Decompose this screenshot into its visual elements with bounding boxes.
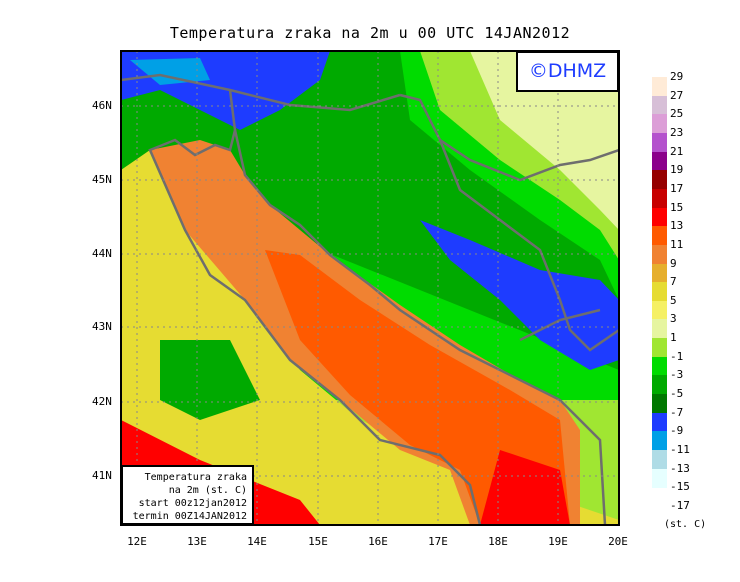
lat-tick: 45N: [92, 173, 112, 186]
dhmz-logo-box: ©DHMZ: [516, 51, 619, 92]
cold-east: [420, 220, 619, 370]
lon-tick: 16E: [368, 535, 388, 548]
legend-swatch: [652, 375, 667, 395]
legend-swatch: [652, 170, 667, 190]
legend-label: -1: [670, 349, 684, 363]
italy-green: [160, 340, 260, 420]
legend-label: 5: [670, 293, 677, 307]
legend-swatch: [652, 431, 667, 451]
lon-tick: 18E: [488, 535, 508, 548]
italy-west: [121, 150, 619, 525]
legend-label: 1: [670, 331, 677, 345]
adriatic-core: [265, 250, 570, 525]
legend-label: 15: [670, 200, 684, 214]
legend-swatch: [652, 338, 667, 358]
legend-label: 27: [670, 88, 684, 102]
legend-label: 17: [670, 181, 684, 195]
legend-swatch: [652, 114, 667, 134]
legend-swatch: [652, 77, 667, 97]
lon-tick: 14E: [247, 535, 267, 548]
info-line: termin 00Z14JAN2012: [132, 511, 247, 522]
legend-swatch: [652, 468, 667, 488]
legend-swatch: [652, 188, 667, 209]
info-line: Temperatura zraka: [144, 472, 247, 483]
lat-tick: 46N: [92, 99, 112, 112]
lon-tick: 17E: [428, 535, 448, 548]
legend-swatch: [652, 207, 667, 227]
legend-swatch: [652, 394, 667, 414]
legend-label: -17: [670, 498, 690, 512]
legend-swatch: [652, 95, 667, 115]
lon-tick: 19E: [548, 535, 568, 548]
legend-label: 3: [670, 312, 677, 326]
lat-tick: 43N: [92, 320, 112, 333]
lon-tick: 20E: [608, 535, 628, 548]
lon-tick: 15E: [308, 535, 328, 548]
legend-label: -3: [670, 368, 684, 382]
legend-swatch: [652, 450, 667, 470]
legend-unit: (st. C): [664, 519, 707, 530]
map-title: Temperatura zraka na 2m u 00 UTC 14JAN20…: [169, 24, 571, 42]
info-line: na 2m (st. C): [168, 485, 247, 496]
legend-label: -15: [670, 480, 690, 494]
map-frame: [120, 50, 620, 526]
legend-swatch: [652, 356, 667, 376]
cold-north-light: [130, 58, 210, 85]
legend-swatch: [652, 300, 667, 320]
legend-label: 7: [670, 275, 677, 289]
legend-label: 21: [670, 144, 684, 158]
legend-swatch: [652, 226, 667, 246]
legend-swatch: [652, 412, 667, 432]
info-box: Temperatura zraka na 2m (st. C) start 00…: [121, 465, 254, 525]
lon-tick: 12E: [127, 535, 147, 548]
graticule: [121, 51, 619, 525]
coastlines: [121, 73, 619, 525]
legend-label: -5: [670, 387, 684, 401]
sea-south-red: [480, 450, 570, 525]
legend-label: -9: [670, 424, 684, 438]
legend-swatch: [652, 319, 667, 339]
legend-swatch: [652, 282, 667, 302]
legend-label: 29: [670, 70, 684, 83]
legend-swatch: [652, 151, 667, 171]
legend-label: 23: [670, 125, 684, 139]
legend-swatch: [652, 132, 667, 153]
legend-label: -13: [670, 461, 690, 475]
info-line: start 00z12jan2012: [138, 498, 247, 509]
legend-label: 25: [670, 107, 684, 121]
legend-swatch: [652, 244, 667, 264]
legend-label: 9: [670, 256, 677, 270]
lat-tick: 41N: [92, 469, 112, 482]
legend-label: 19: [670, 163, 684, 177]
legend-label: -7: [670, 405, 684, 419]
legend-label: -11: [670, 443, 690, 456]
legend-label: 11: [670, 237, 684, 251]
legend-swatch: [652, 263, 667, 283]
lat-tick: 44N: [92, 247, 112, 260]
lon-tick: 13E: [187, 535, 207, 548]
legend-label: 13: [670, 219, 684, 233]
lat-tick: 42N: [92, 395, 112, 408]
